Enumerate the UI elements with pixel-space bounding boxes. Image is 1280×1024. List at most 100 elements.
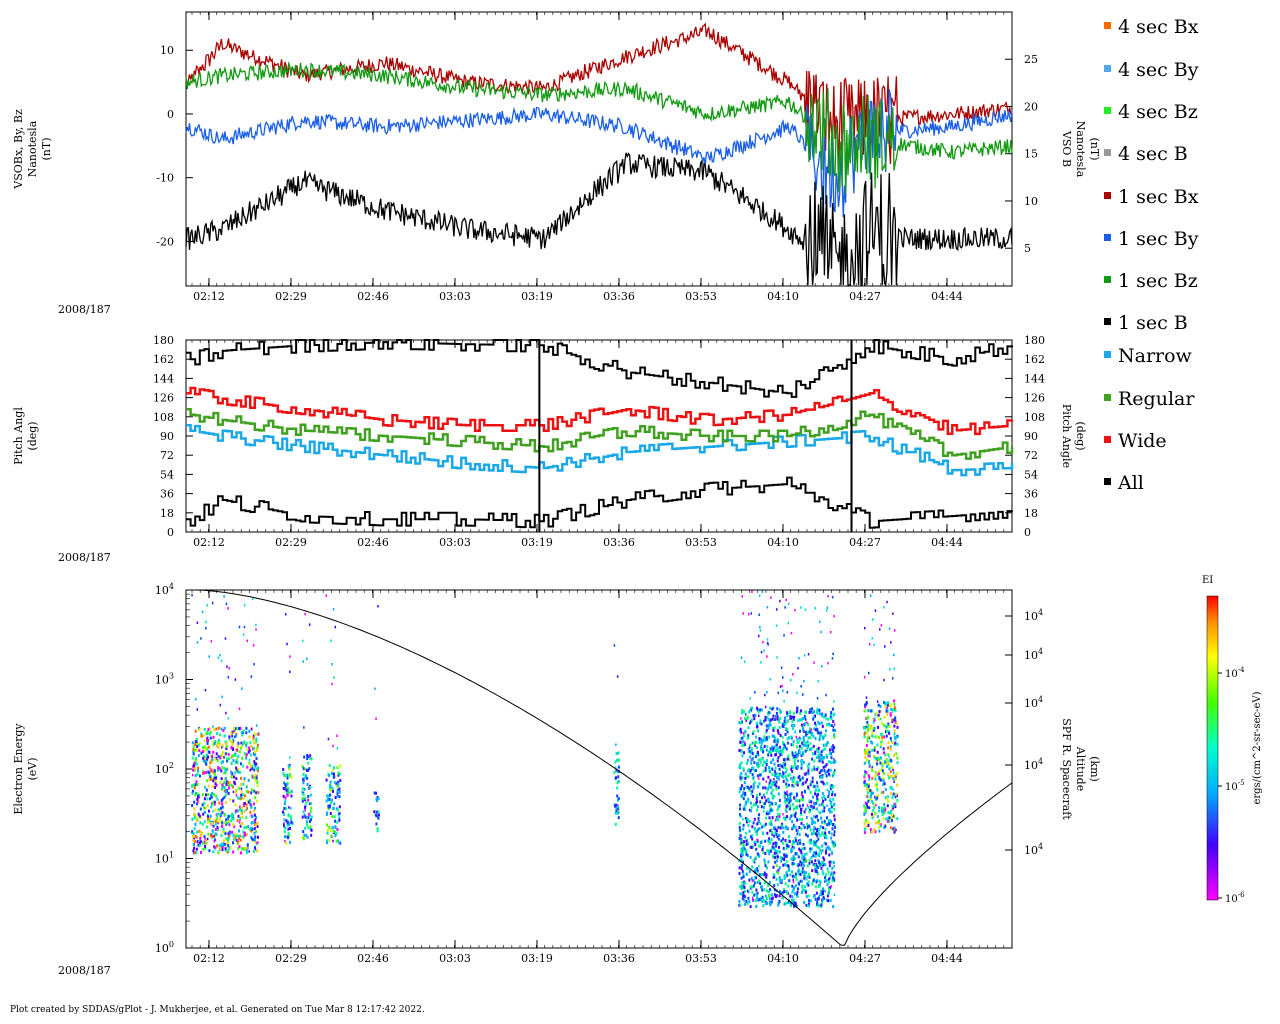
spectrogram-cell [306,835,309,839]
spectrogram-cell [891,795,894,799]
spectrogram-cell [287,814,290,818]
spectrogram-cell [217,808,220,811]
spectrogram-cell [896,771,899,775]
spectrogram-cell [250,764,252,768]
spectrogram-cell [756,880,759,884]
spectrogram-cell [213,769,216,773]
spectrogram-cell [784,901,787,905]
spectrogram-cell [893,830,896,834]
spectrogram-cell [881,739,884,743]
spectrogram-cell [202,841,205,845]
spectrogram-cell [800,760,803,764]
spectrogram-cell [769,903,772,907]
spectrogram-cell [765,875,768,879]
spectrogram-cell [778,773,781,777]
spectrogram-cell [876,750,879,754]
spectrogram-cell [810,780,813,784]
spectrogram-cell [766,716,769,720]
spectrogram-cell [750,885,753,889]
spectrogram-cell [245,752,248,756]
spectrogram-cell [784,825,787,829]
spectrogram-cell [804,780,807,784]
spectrogram-cell [289,670,291,674]
spectrogram-cell [831,790,834,794]
spectrogram-cell [763,649,765,652]
spectrogram-cell [764,705,767,709]
spectrogram-cell [790,743,793,747]
spectrogram-cell [235,758,238,762]
spectrogram-cell [791,753,794,757]
spectrogram-cell [740,778,742,782]
spectrogram-cell [806,740,809,744]
spectrogram-cell [877,757,879,761]
spectrogram-cell [764,796,766,799]
spectrogram-cell [305,820,308,824]
spectrogram-cell [884,796,887,800]
spectrogram-cell [813,661,815,664]
spectrogram-cell [248,735,251,739]
spectrogram-cell [766,745,769,749]
spectrogram-cell [218,821,221,824]
spectrogram-cell [333,772,335,776]
spectrogram-cell [206,804,209,808]
spectrogram-cell [825,774,828,778]
spectrogram-cell [216,844,219,848]
spectrogram-cell [825,729,827,733]
spectrogram-cell [749,905,752,909]
spectrogram-cell [327,795,329,799]
spectrogram-cell [217,851,220,855]
spectrogram-cell [740,849,743,853]
spectrogram-cell [790,765,793,769]
spectrogram-cell [377,810,380,814]
spectrogram-cell [224,847,227,851]
spectrogram-cell [616,805,619,809]
spectrogram-cell [768,766,771,769]
spectrogram-cell [791,862,794,865]
spectrogram-cell [893,718,895,722]
p2-y2tick-label: 180 [1024,334,1045,347]
spectrogram-cell [832,725,835,729]
spectrogram-cell [243,604,246,607]
spectrogram-cell [228,735,231,739]
spectrogram-cell [766,638,769,641]
spectrogram-cell [203,801,206,805]
spectrogram-cell [789,817,792,821]
spectrogram-cell [803,889,806,893]
spectrogram-cell [193,827,196,831]
spectrogram-cell [228,667,230,670]
spectrogram-cell [213,793,216,797]
spectrogram-cell [799,841,802,845]
p3-ylabel: (eV) [26,757,39,780]
spectrogram-cell [203,820,206,824]
p2-y2tick-label: 108 [1024,411,1045,424]
spectrogram-cell [767,890,770,894]
spectrogram-cell [769,829,772,833]
spectrogram-cell [813,765,816,769]
spectrogram-cell [802,870,805,874]
spectrogram-cell [283,773,286,777]
spectrogram-cell [213,835,215,838]
spectrogram-cell [214,803,216,806]
spectrogram-cell [822,743,825,747]
spectrogram-cell [766,787,769,791]
spectrogram-cell [830,724,833,727]
spectrogram-cell [869,724,872,728]
spectrogram-cell [334,830,337,834]
spectrogram-cell [256,825,259,828]
spectrogram-cell [741,884,744,887]
spectrogram-cell [283,822,285,825]
spectrogram-cell [195,762,198,766]
spectrogram-cell [739,803,742,807]
spectrogram-cell [192,745,195,749]
spectrogram-cell [202,759,205,763]
spectrogram-cell [779,881,781,884]
spectrogram-cell [741,595,743,598]
spectrogram-cell [213,776,216,780]
spectrogram-cell [756,706,758,710]
spectrogram-cell [877,735,880,739]
spectrogram-cell [223,844,225,847]
spectrogram-cell [748,900,751,904]
spectrogram-cell [796,737,799,741]
spectrogram-cell [743,660,746,663]
spectrogram-cell [757,758,760,762]
